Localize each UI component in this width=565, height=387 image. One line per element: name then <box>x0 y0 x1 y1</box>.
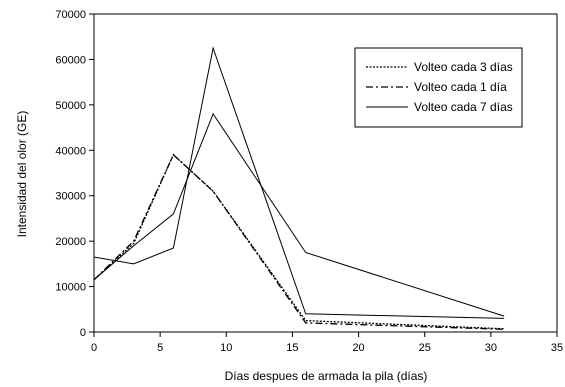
x-tick-label: 20 <box>352 342 364 354</box>
series-line-1 <box>93 153 505 330</box>
y-tick-label: 0 <box>80 327 86 339</box>
x-tick-label: 25 <box>419 342 431 354</box>
y-tick-label: 60000 <box>55 54 86 66</box>
legend-label: Volteo cada 7 días <box>414 100 513 114</box>
y-tick-label: 20000 <box>55 236 86 248</box>
y-tick-label: 50000 <box>55 100 86 112</box>
x-tick-label: 10 <box>220 342 232 354</box>
x-tick-label: 15 <box>286 342 298 354</box>
x-axis-label: Días despues de armada la pila (días) <box>225 369 428 383</box>
x-tick-label: 5 <box>157 342 163 354</box>
y-axis-label: Intensidad del olor (GE) <box>15 111 29 238</box>
series-line-3 <box>93 46 505 319</box>
y-tick-label: 30000 <box>55 191 86 203</box>
x-tick-label: 30 <box>485 342 497 354</box>
x-tick-label: 35 <box>551 342 563 354</box>
series-line-4 <box>93 112 505 317</box>
y-tick-label: 70000 <box>55 9 86 21</box>
y-tick-label: 40000 <box>55 145 86 157</box>
x-tick-label: 0 <box>91 342 97 354</box>
legend-label: Volteo cada 1 día <box>414 80 507 94</box>
plot-frame <box>93 13 558 333</box>
axes: 0 10000 20000 30000 40000 50000 60000 70000 0 5 10… <box>55 9 563 354</box>
series-layer <box>93 46 505 330</box>
legend: Volteo cada 3 días Volteo cada 1 día Volte… <box>354 47 523 128</box>
y-tick-label: 10000 <box>55 282 86 294</box>
legend-label: Volteo cada 3 días <box>414 60 513 74</box>
series-line-2 <box>93 153 505 330</box>
